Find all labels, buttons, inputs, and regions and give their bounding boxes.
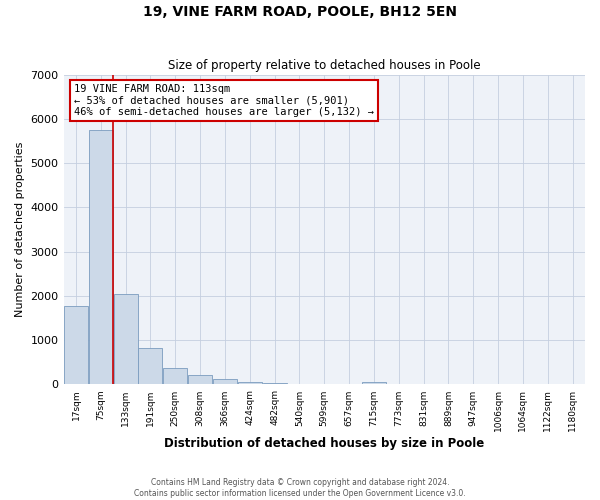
Title: Size of property relative to detached houses in Poole: Size of property relative to detached ho…: [168, 59, 481, 72]
Bar: [64, 306, 88, 384]
Bar: [89, 130, 113, 384]
Bar: [113, 294, 137, 384]
Bar: [213, 379, 237, 384]
Text: 19 VINE FARM ROAD: 113sqm
← 53% of detached houses are smaller (5,901)
46% of se: 19 VINE FARM ROAD: 113sqm ← 53% of detac…: [74, 84, 374, 117]
Text: 19, VINE FARM ROAD, POOLE, BH12 5EN: 19, VINE FARM ROAD, POOLE, BH12 5EN: [143, 5, 457, 19]
X-axis label: Distribution of detached houses by size in Poole: Distribution of detached houses by size …: [164, 437, 484, 450]
Bar: [362, 382, 386, 384]
Bar: [163, 368, 187, 384]
Bar: [263, 383, 287, 384]
Bar: [238, 382, 262, 384]
Text: Contains HM Land Registry data © Crown copyright and database right 2024.
Contai: Contains HM Land Registry data © Crown c…: [134, 478, 466, 498]
Bar: [188, 374, 212, 384]
Y-axis label: Number of detached properties: Number of detached properties: [15, 142, 25, 317]
Bar: [139, 348, 163, 385]
